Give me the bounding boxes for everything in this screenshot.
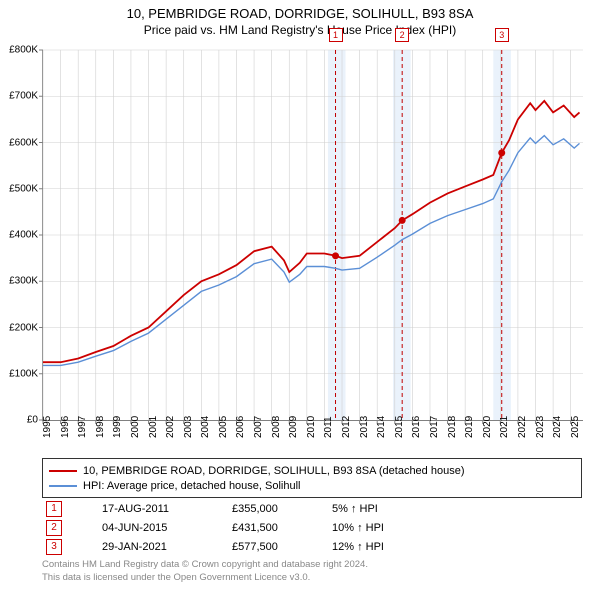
legend-swatch (49, 485, 77, 487)
legend-box: 10, PEMBRIDGE ROAD, DORRIDGE, SOLIHULL, … (42, 458, 582, 498)
legend-label: 10, PEMBRIDGE ROAD, DORRIDGE, SOLIHULL, … (83, 465, 465, 477)
sale-marker-icon: 1 (46, 501, 62, 517)
sale-row: 2 04-JUN-2015£431,50010% ↑ HPI (42, 519, 582, 537)
legend-item: 10, PEMBRIDGE ROAD, DORRIDGE, SOLIHULL, … (49, 463, 575, 478)
y-tick-label: £700K (0, 91, 38, 102)
x-tick-label: 2015 (394, 416, 405, 438)
x-tick-label: 2012 (341, 416, 352, 438)
x-tick-label: 2005 (218, 416, 229, 438)
x-tick-label: 2004 (200, 416, 211, 438)
footer-line2: This data is licensed under the Open Gov… (42, 572, 582, 584)
sale-hpi: 10% ↑ HPI (332, 522, 482, 534)
y-tick-label: £600K (0, 137, 38, 148)
x-tick-label: 2002 (165, 416, 176, 438)
x-tick-label: 2016 (411, 416, 422, 438)
y-tick-label: £800K (0, 45, 38, 56)
legend-item: HPI: Average price, detached house, Soli… (49, 478, 575, 493)
x-tick-label: 2022 (517, 416, 528, 438)
title-block: 10, PEMBRIDGE ROAD, DORRIDGE, SOLIHULL, … (0, 0, 600, 37)
y-tick-label: £400K (0, 230, 38, 241)
x-tick-label: 2001 (148, 416, 159, 438)
sale-date: 17-AUG-2011 (102, 503, 232, 515)
x-tick-label: 2025 (570, 416, 581, 438)
x-tick-label: 2020 (482, 416, 493, 438)
legend-swatch (49, 470, 77, 472)
x-tick-label: 2011 (323, 416, 334, 438)
x-axis-ticks: 1995199619971998199920002001200220032004… (42, 420, 582, 450)
x-tick-label: 2007 (253, 416, 264, 438)
sale-price: £431,500 (232, 522, 332, 534)
y-tick-label: £0 (0, 415, 38, 426)
sale-hpi: 12% ↑ HPI (332, 541, 482, 553)
footer-text: Contains HM Land Registry data © Crown c… (42, 559, 582, 584)
x-tick-label: 1998 (95, 416, 106, 438)
y-tick-label: £200K (0, 322, 38, 333)
title-main: 10, PEMBRIDGE ROAD, DORRIDGE, SOLIHULL, … (0, 6, 600, 21)
y-tick-label: £100K (0, 368, 38, 379)
x-tick-label: 2014 (376, 416, 387, 438)
sale-date: 04-JUN-2015 (102, 522, 232, 534)
chart-plot-area: 123 (42, 50, 583, 421)
x-tick-label: 2000 (130, 416, 141, 438)
x-tick-label: 2017 (429, 416, 440, 438)
sale-price: £577,500 (232, 541, 332, 553)
x-tick-label: 2006 (235, 416, 246, 438)
footer-line1: Contains HM Land Registry data © Crown c… (42, 559, 582, 571)
x-tick-label: 2009 (288, 416, 299, 438)
x-tick-label: 1996 (60, 416, 71, 438)
x-tick-label: 1999 (112, 416, 123, 438)
x-tick-label: 1995 (42, 416, 53, 438)
x-tick-label: 2013 (359, 416, 370, 438)
x-tick-label: 2003 (183, 416, 194, 438)
sale-date: 29-JAN-2021 (102, 541, 232, 553)
sale-hpi: 5% ↑ HPI (332, 503, 482, 515)
x-tick-label: 2008 (271, 416, 282, 438)
x-tick-label: 2018 (447, 416, 458, 438)
sale-marker-icon: 2 (46, 520, 62, 536)
sale-price: £355,000 (232, 503, 332, 515)
x-tick-label: 2021 (499, 416, 510, 438)
title-sub: Price paid vs. HM Land Registry's House … (0, 23, 600, 37)
x-tick-label: 2023 (535, 416, 546, 438)
y-axis-ticks: £0£100K£200K£300K£400K£500K£600K£700K£80… (0, 50, 42, 420)
sale-row: 1 17-AUG-2011£355,0005% ↑ HPI (42, 500, 582, 518)
chart-marker-label: 3 (495, 28, 509, 42)
x-tick-label: 2024 (552, 416, 563, 438)
x-tick-label: 2019 (464, 416, 475, 438)
chart-marker-label: 1 (329, 28, 343, 42)
x-tick-label: 2010 (306, 416, 317, 438)
sale-row: 3 29-JAN-2021£577,50012% ↑ HPI (42, 538, 582, 556)
chart-container: 10, PEMBRIDGE ROAD, DORRIDGE, SOLIHULL, … (0, 0, 600, 590)
y-tick-label: £300K (0, 276, 38, 287)
chart-svg (43, 50, 583, 420)
x-tick-label: 1997 (77, 416, 88, 438)
sale-marker-icon: 3 (46, 539, 62, 555)
legend-label: HPI: Average price, detached house, Soli… (83, 480, 301, 492)
y-tick-label: £500K (0, 183, 38, 194)
chart-marker-label: 2 (395, 28, 409, 42)
